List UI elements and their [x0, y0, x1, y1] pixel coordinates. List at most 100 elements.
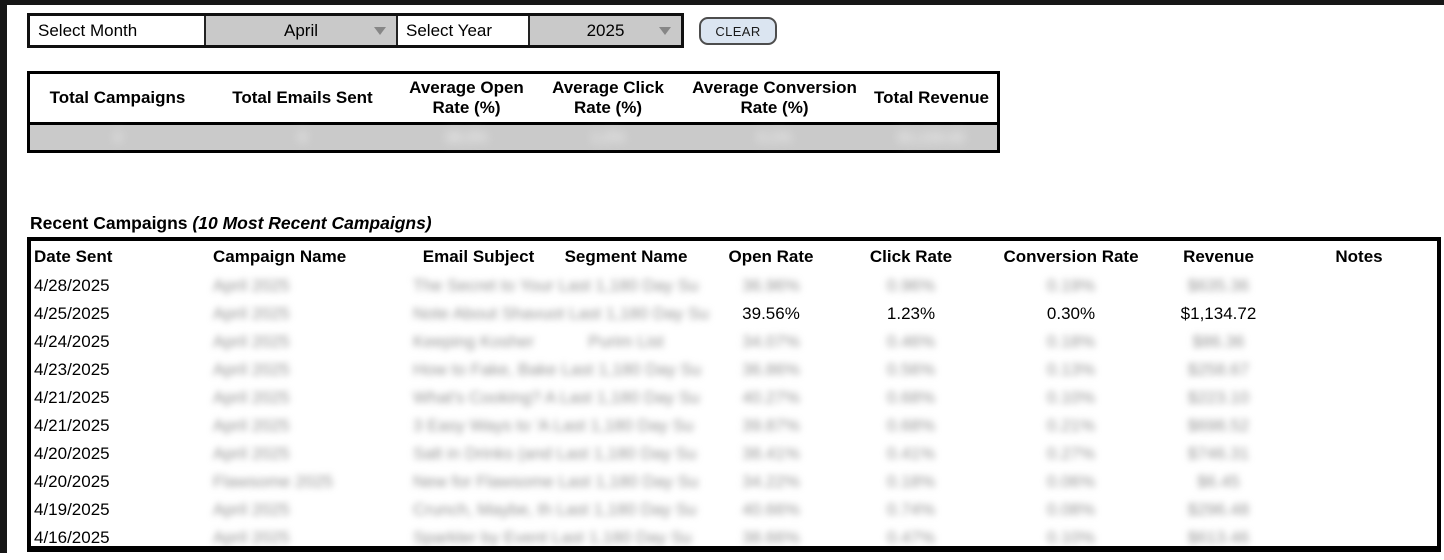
cell-subject: Keeping Kosher: [413, 332, 534, 351]
cell-revenue: $635.36: [1187, 276, 1250, 295]
cell-conversion-rate: 0.08%: [1046, 500, 1096, 519]
summary-avg-click-rate: 1.2%: [590, 129, 626, 146]
table-row: 4/21/2025 April 2025 3 Easy Ways to 'A L…: [31, 412, 1437, 440]
cell-open-rate: 36.86%: [742, 360, 800, 379]
cell-click-rate: 1.23%: [886, 304, 936, 323]
cell-campaign: April 2025: [213, 360, 290, 379]
cell-revenue: $296.48: [1187, 500, 1250, 519]
column-header: Total Emails Sent: [232, 87, 373, 107]
cell-open-rate: 36.96%: [742, 276, 800, 295]
month-dropdown-value: April: [283, 20, 318, 40]
summary-total-revenue: $1,134.42: [898, 129, 965, 146]
cell-open-rate: 40.27%: [742, 388, 800, 407]
column-header: Average Conversion Rate (%): [692, 77, 857, 117]
chevron-down-icon: [659, 26, 671, 35]
cell-revenue: $613.46: [1187, 528, 1250, 547]
cell-subject: Sparkler by Event Last 1,180 Day Su: [413, 528, 692, 547]
cell-subject: New for Flawsome Last 1,180 Day Su: [413, 472, 699, 491]
cell-conversion-rate: 0.27%: [1046, 444, 1096, 463]
cell-click-rate: 0.68%: [886, 388, 936, 407]
table-row: 4/20/2025 April 2025 Salt in Drinks (and…: [31, 440, 1437, 468]
cell-open-rate: 38.41%: [742, 444, 800, 463]
clear-button[interactable]: CLEAR: [699, 17, 777, 45]
cell-open-rate: 39.56%: [742, 304, 800, 323]
table-row: 4/24/2025 April 2025 Keeping Kosher Puri…: [31, 328, 1437, 356]
cell-open-rate: 34.22%: [742, 472, 800, 491]
year-dropdown[interactable]: 2025: [530, 16, 681, 45]
table-row: 4/25/2025 April 2025 Note About Shavuot …: [31, 300, 1437, 328]
cell-campaign: April 2025: [213, 416, 290, 435]
column-header: Total Revenue: [874, 87, 989, 107]
column-header: Open Rate: [728, 246, 814, 266]
summary-data-row: 3 8 38.3% 1.2% 0.1% $1,134.42: [30, 125, 997, 150]
column-header: Campaign Name: [213, 246, 347, 266]
summary-avg-conversion-rate: 0.1%: [757, 129, 792, 146]
cell-revenue: $258.67: [1187, 360, 1250, 379]
cell-date: 4/16/2025: [34, 528, 110, 547]
table-row: 4/19/2025 April 2025 Crunch, Maybe, th L…: [31, 496, 1437, 524]
cell-conversion-rate: 0.21%: [1046, 416, 1096, 435]
column-header: Click Rate: [869, 246, 953, 266]
table-row: 4/28/2025 April 2025 The Secret to Your …: [31, 272, 1437, 300]
cell-date: 4/19/2025: [34, 500, 110, 519]
cell-click-rate: 0.18%: [886, 472, 936, 491]
cell-conversion-rate: 0.19%: [1046, 276, 1096, 295]
cell-date: 4/21/2025: [34, 388, 110, 407]
year-dropdown-value: 2025: [586, 20, 625, 40]
summary-total-emails-sent: 8: [298, 129, 307, 146]
cell-click-rate: 0.47%: [886, 528, 936, 547]
cell-subject: Note About Shavuot Last 1,180 Day Su: [413, 304, 709, 323]
column-header: Conversion Rate: [1003, 246, 1139, 266]
cell-subject: 3 Easy Ways to 'A Last 1,180 Day Su: [413, 416, 694, 435]
cell-subject: Salt in Drinks (and Last 1,180 Day Su: [413, 444, 697, 463]
cell-date: 4/24/2025: [34, 332, 110, 351]
cell-click-rate: 0.41%: [886, 444, 936, 463]
cell-campaign: April 2025: [213, 332, 290, 351]
column-header: Email Subject: [422, 246, 535, 266]
cell-click-rate: 0.68%: [886, 416, 936, 435]
cell-campaign: April 2025: [213, 528, 290, 547]
column-header: Revenue: [1183, 246, 1254, 266]
cell-revenue: $223.10: [1187, 388, 1250, 407]
table-row: 4/16/2025 April 2025 Sparkler by Event L…: [31, 524, 1437, 547]
summary-table: Total Campaigns Total Emails Sent Averag…: [27, 71, 1000, 153]
column-header: Total Campaigns: [49, 87, 186, 107]
cell-conversion-rate: 0.06%: [1046, 472, 1096, 491]
cell-campaign: April 2025: [213, 500, 290, 519]
recent-campaigns-table: Date Sent Campaign Name Email Subject Se…: [27, 237, 1441, 552]
cell-revenue: $746.31: [1187, 444, 1250, 463]
cell-click-rate: 0.46%: [886, 332, 936, 351]
filter-bar: Select Month April Select Year 2025: [27, 13, 684, 48]
cell-revenue: $6.45: [1197, 472, 1240, 491]
column-header: Average Open Rate (%): [409, 77, 524, 117]
select-year-label: Select Year: [396, 16, 530, 45]
cell-date: 4/23/2025: [34, 360, 110, 379]
chevron-down-icon: [374, 26, 386, 35]
cell-campaign: Flawsome 2025: [213, 472, 334, 491]
recent-campaigns-subtitle: (10 Most Recent Campaigns): [192, 213, 432, 233]
cell-campaign: April 2025: [213, 388, 290, 407]
cell-date: 4/25/2025: [34, 304, 110, 323]
cell-subject: How to Fake, Bake Last 1,180 Day Su: [413, 360, 702, 379]
cell-click-rate: 0.96%: [886, 276, 936, 295]
cell-conversion-rate: 0.10%: [1046, 528, 1096, 547]
cell-campaign: April 2025: [213, 444, 290, 463]
cell-date: 4/21/2025: [34, 416, 110, 435]
cell-open-rate: 34.07%: [742, 332, 800, 351]
table-row: 4/23/2025 April 2025 How to Fake, Bake L…: [31, 356, 1437, 384]
column-header: Date Sent: [34, 246, 113, 266]
cell-date: 4/20/2025: [34, 472, 110, 491]
cell-campaign: April 2025: [213, 276, 290, 295]
table-header-row: Date Sent Campaign Name Email Subject Se…: [31, 241, 1437, 272]
cell-date: 4/28/2025: [34, 276, 110, 295]
cell-click-rate: 0.56%: [886, 360, 936, 379]
cell-open-rate: 39.87%: [742, 416, 800, 435]
cell-revenue: $1,134.72: [1180, 304, 1257, 323]
cell-revenue: $86.36: [1192, 332, 1245, 351]
cell-conversion-rate: 0.13%: [1046, 360, 1096, 379]
cell-open-rate: 40.66%: [742, 500, 800, 519]
cell-subject: What's Cooking? A Last 1,180 Day Su: [413, 388, 700, 407]
month-dropdown[interactable]: April: [206, 16, 396, 45]
cell-click-rate: 0.74%: [886, 500, 936, 519]
cell-segment: Purim List: [588, 332, 664, 351]
